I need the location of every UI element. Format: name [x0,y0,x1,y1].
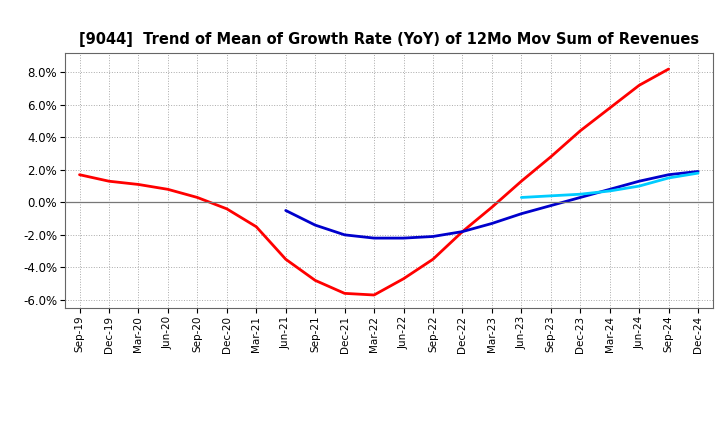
5 Years [694,169,703,174]
7 Years [576,191,585,197]
5 Years [311,223,320,228]
5 Years [428,234,437,239]
3 Years [134,182,143,187]
3 Years [341,291,349,296]
3 Years [163,187,172,192]
3 Years [104,179,113,184]
7 Years [606,188,614,194]
7 Years [635,183,644,189]
3 Years [252,224,261,229]
5 Years [517,211,526,216]
Title: [9044]  Trend of Mean of Growth Rate (YoY) of 12Mo Mov Sum of Revenues: [9044] Trend of Mean of Growth Rate (YoY… [78,33,699,48]
5 Years [370,235,379,241]
7 Years [517,195,526,200]
7 Years [694,170,703,176]
3 Years [282,257,290,262]
5 Years [487,221,496,226]
3 Years [75,172,84,177]
5 Years [282,208,290,213]
Line: 5 Years: 5 Years [286,172,698,238]
3 Years [665,66,673,72]
5 Years [665,172,673,177]
3 Years [487,205,496,210]
3 Years [399,276,408,282]
5 Years [635,179,644,184]
5 Years [546,203,555,208]
3 Years [370,292,379,297]
Line: 7 Years: 7 Years [521,173,698,198]
3 Years [193,195,202,200]
5 Years [458,229,467,234]
3 Years [458,229,467,234]
Line: 3 Years: 3 Years [79,69,669,295]
3 Years [517,179,526,184]
5 Years [576,195,585,200]
5 Years [399,235,408,241]
3 Years [576,128,585,133]
7 Years [546,193,555,198]
3 Years [428,257,437,262]
3 Years [546,154,555,159]
3 Years [222,206,231,212]
7 Years [665,175,673,180]
5 Years [341,232,349,238]
3 Years [635,83,644,88]
5 Years [606,187,614,192]
3 Years [606,106,614,111]
3 Years [311,278,320,283]
